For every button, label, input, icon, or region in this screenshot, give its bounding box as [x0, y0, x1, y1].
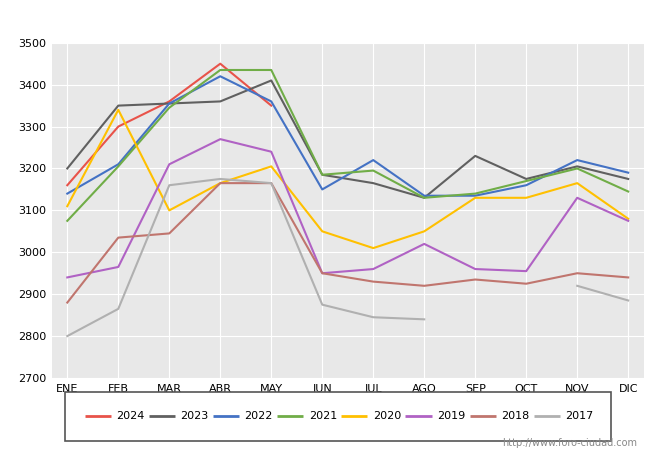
FancyBboxPatch shape: [65, 392, 611, 441]
Text: 2023: 2023: [181, 411, 209, 421]
Text: 2017: 2017: [566, 411, 593, 421]
Text: 2020: 2020: [373, 411, 401, 421]
Text: Afiliados en La Palma del Condado a 31/5/2024: Afiliados en La Palma del Condado a 31/5…: [129, 10, 521, 28]
Text: 2018: 2018: [501, 411, 530, 421]
Text: 2024: 2024: [116, 411, 145, 421]
Text: http://www.foro-ciudad.com: http://www.foro-ciudad.com: [502, 438, 637, 448]
Text: 2021: 2021: [309, 411, 337, 421]
Text: 2022: 2022: [244, 411, 273, 421]
Text: 2019: 2019: [437, 411, 465, 421]
